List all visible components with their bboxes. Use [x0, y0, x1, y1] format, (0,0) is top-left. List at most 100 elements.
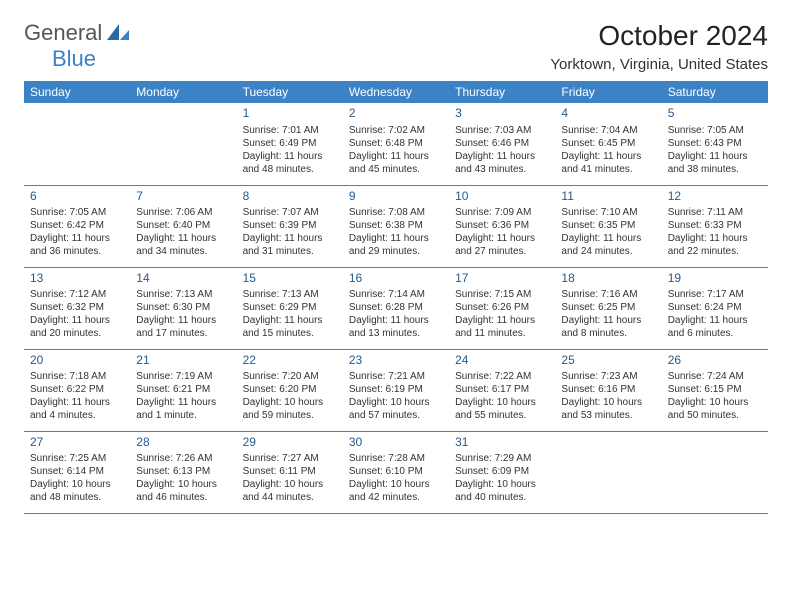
sunrise-text: Sunrise: 7:10 AM	[561, 206, 655, 219]
sunset-text: Sunset: 6:39 PM	[243, 219, 337, 232]
sunrise-text: Sunrise: 7:05 AM	[668, 124, 762, 137]
sunrise-text: Sunrise: 7:09 AM	[455, 206, 549, 219]
daylight-text: Daylight: 11 hours	[455, 232, 549, 245]
title-block: October 2024 Yorktown, Virginia, United …	[550, 20, 768, 73]
calendar-day-cell: 9Sunrise: 7:08 AMSunset: 6:38 PMDaylight…	[343, 185, 449, 267]
sunrise-text: Sunrise: 7:13 AM	[243, 288, 337, 301]
sunset-text: Sunset: 6:42 PM	[30, 219, 124, 232]
daylight-text: and 17 minutes.	[136, 327, 230, 340]
sunrise-text: Sunrise: 7:22 AM	[455, 370, 549, 383]
calendar-day-cell: 31Sunrise: 7:29 AMSunset: 6:09 PMDayligh…	[449, 431, 555, 513]
sunset-text: Sunset: 6:25 PM	[561, 301, 655, 314]
calendar-day-cell: 17Sunrise: 7:15 AMSunset: 6:26 PMDayligh…	[449, 267, 555, 349]
day-number: 5	[668, 106, 762, 122]
day-number: 9	[349, 189, 443, 205]
sunrise-text: Sunrise: 7:15 AM	[455, 288, 549, 301]
calendar-day-cell: 16Sunrise: 7:14 AMSunset: 6:28 PMDayligh…	[343, 267, 449, 349]
daylight-text: and 55 minutes.	[455, 409, 549, 422]
sunset-text: Sunset: 6:10 PM	[349, 465, 443, 478]
daylight-text: Daylight: 10 hours	[136, 478, 230, 491]
daylight-text: and 27 minutes.	[455, 245, 549, 258]
daylight-text: Daylight: 11 hours	[243, 150, 337, 163]
calendar-day-cell: 24Sunrise: 7:22 AMSunset: 6:17 PMDayligh…	[449, 349, 555, 431]
daylight-text: Daylight: 11 hours	[136, 314, 230, 327]
sunrise-text: Sunrise: 7:24 AM	[668, 370, 762, 383]
calendar-day-cell: 12Sunrise: 7:11 AMSunset: 6:33 PMDayligh…	[662, 185, 768, 267]
sunset-text: Sunset: 6:48 PM	[349, 137, 443, 150]
calendar-day-cell	[555, 431, 661, 513]
calendar-day-cell: 6Sunrise: 7:05 AMSunset: 6:42 PMDaylight…	[24, 185, 130, 267]
sunrise-text: Sunrise: 7:08 AM	[349, 206, 443, 219]
sunrise-text: Sunrise: 7:27 AM	[243, 452, 337, 465]
calendar-day-cell	[662, 431, 768, 513]
calendar-day-cell: 29Sunrise: 7:27 AMSunset: 6:11 PMDayligh…	[237, 431, 343, 513]
day-number: 15	[243, 271, 337, 287]
calendar-day-cell: 22Sunrise: 7:20 AMSunset: 6:20 PMDayligh…	[237, 349, 343, 431]
day-number: 19	[668, 271, 762, 287]
sunrise-text: Sunrise: 7:20 AM	[243, 370, 337, 383]
calendar-day-cell: 25Sunrise: 7:23 AMSunset: 6:16 PMDayligh…	[555, 349, 661, 431]
page-title: October 2024	[550, 20, 768, 52]
sunset-text: Sunset: 6:45 PM	[561, 137, 655, 150]
sunrise-text: Sunrise: 7:26 AM	[136, 452, 230, 465]
calendar-day-cell: 20Sunrise: 7:18 AMSunset: 6:22 PMDayligh…	[24, 349, 130, 431]
weekday-header: Tuesday	[237, 81, 343, 103]
daylight-text: and 1 minute.	[136, 409, 230, 422]
calendar-day-cell: 5Sunrise: 7:05 AMSunset: 6:43 PMDaylight…	[662, 103, 768, 185]
day-number: 1	[243, 106, 337, 122]
logo-word-blue: Blue	[52, 46, 96, 71]
calendar-day-cell: 23Sunrise: 7:21 AMSunset: 6:19 PMDayligh…	[343, 349, 449, 431]
sunset-text: Sunset: 6:33 PM	[668, 219, 762, 232]
daylight-text: Daylight: 10 hours	[455, 396, 549, 409]
daylight-text: Daylight: 11 hours	[455, 150, 549, 163]
weekday-header: Thursday	[449, 81, 555, 103]
day-number: 17	[455, 271, 549, 287]
day-number: 4	[561, 106, 655, 122]
sunrise-text: Sunrise: 7:12 AM	[30, 288, 124, 301]
daylight-text: Daylight: 11 hours	[136, 232, 230, 245]
sunrise-text: Sunrise: 7:16 AM	[561, 288, 655, 301]
sunrise-text: Sunrise: 7:29 AM	[455, 452, 549, 465]
sunset-text: Sunset: 6:40 PM	[136, 219, 230, 232]
sunset-text: Sunset: 6:20 PM	[243, 383, 337, 396]
calendar-day-cell: 28Sunrise: 7:26 AMSunset: 6:13 PMDayligh…	[130, 431, 236, 513]
calendar-day-cell	[24, 103, 130, 185]
sunset-text: Sunset: 6:28 PM	[349, 301, 443, 314]
calendar-day-cell: 13Sunrise: 7:12 AMSunset: 6:32 PMDayligh…	[24, 267, 130, 349]
header: General Blue October 2024 Yorktown, Virg…	[24, 20, 768, 73]
sunset-text: Sunset: 6:19 PM	[349, 383, 443, 396]
daylight-text: and 48 minutes.	[30, 491, 124, 504]
sunset-text: Sunset: 6:43 PM	[668, 137, 762, 150]
sunrise-text: Sunrise: 7:17 AM	[668, 288, 762, 301]
daylight-text: and 45 minutes.	[349, 163, 443, 176]
daylight-text: and 53 minutes.	[561, 409, 655, 422]
day-number: 21	[136, 353, 230, 369]
daylight-text: Daylight: 11 hours	[561, 314, 655, 327]
calendar-day-cell: 26Sunrise: 7:24 AMSunset: 6:15 PMDayligh…	[662, 349, 768, 431]
daylight-text: Daylight: 11 hours	[30, 232, 124, 245]
calendar-day-cell: 19Sunrise: 7:17 AMSunset: 6:24 PMDayligh…	[662, 267, 768, 349]
sunset-text: Sunset: 6:35 PM	[561, 219, 655, 232]
sunset-text: Sunset: 6:38 PM	[349, 219, 443, 232]
daylight-text: and 50 minutes.	[668, 409, 762, 422]
sunset-text: Sunset: 6:46 PM	[455, 137, 549, 150]
sunset-text: Sunset: 6:11 PM	[243, 465, 337, 478]
logo: General Blue	[24, 20, 129, 72]
day-number: 26	[668, 353, 762, 369]
sunrise-text: Sunrise: 7:28 AM	[349, 452, 443, 465]
daylight-text: Daylight: 11 hours	[561, 232, 655, 245]
calendar-day-cell: 7Sunrise: 7:06 AMSunset: 6:40 PMDaylight…	[130, 185, 236, 267]
sunset-text: Sunset: 6:22 PM	[30, 383, 124, 396]
day-number: 3	[455, 106, 549, 122]
sunset-text: Sunset: 6:29 PM	[243, 301, 337, 314]
sunrise-text: Sunrise: 7:03 AM	[455, 124, 549, 137]
day-number: 8	[243, 189, 337, 205]
daylight-text: Daylight: 11 hours	[455, 314, 549, 327]
calendar-day-cell: 27Sunrise: 7:25 AMSunset: 6:14 PMDayligh…	[24, 431, 130, 513]
daylight-text: and 13 minutes.	[349, 327, 443, 340]
daylight-text: Daylight: 11 hours	[668, 232, 762, 245]
daylight-text: Daylight: 11 hours	[349, 232, 443, 245]
day-number: 20	[30, 353, 124, 369]
day-number: 11	[561, 189, 655, 205]
daylight-text: and 48 minutes.	[243, 163, 337, 176]
